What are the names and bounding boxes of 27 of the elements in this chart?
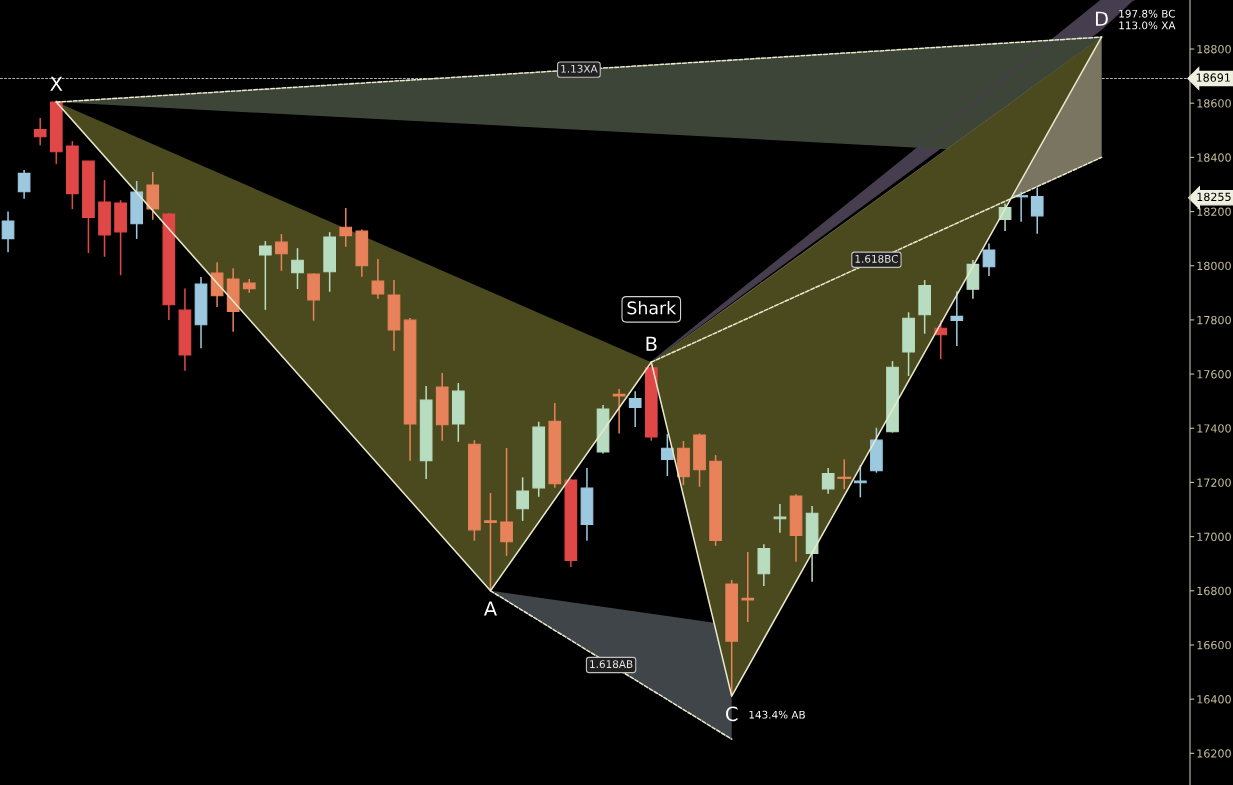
y-tick-label: 17400 xyxy=(1197,424,1231,433)
y-tick-label: 16400 xyxy=(1197,695,1231,704)
y-tick-label: 17800 xyxy=(1197,315,1231,325)
y-tick-label: 16600 xyxy=(1197,640,1231,650)
annotation: 1.618AB xyxy=(590,660,633,669)
y-tick-label: 16200 xyxy=(1197,749,1231,758)
y-tick-label: 18255 xyxy=(1197,192,1231,202)
annotation: D xyxy=(1095,11,1108,26)
annotation: B xyxy=(646,336,657,351)
annotation: C xyxy=(725,706,738,722)
y-tick-label: 16800 xyxy=(1197,586,1231,596)
annotation: 1.618BC xyxy=(855,254,898,263)
y-tick-label: 18000 xyxy=(1197,261,1231,271)
y-tick-label: 17200 xyxy=(1197,478,1231,487)
ref-line-label: 18691 xyxy=(1196,73,1230,82)
annotation: 197.8% BC 113.0% XA xyxy=(1119,9,1176,30)
y-tick-label: 18400 xyxy=(1197,153,1231,162)
y-tick-label: 18800 xyxy=(1197,45,1231,54)
y-tick-label: 18600 xyxy=(1197,99,1231,108)
annotation: 1.13XA xyxy=(561,64,598,73)
annotation: X xyxy=(50,76,63,91)
y-tick-label: 18200 xyxy=(1197,207,1231,216)
y-tick-label: 17000 xyxy=(1197,532,1231,541)
annotation: Shark xyxy=(627,300,677,315)
y-tick-label: 17600 xyxy=(1197,370,1231,379)
annotation: A xyxy=(483,601,497,616)
annotation: 143.4% AB xyxy=(749,710,805,719)
